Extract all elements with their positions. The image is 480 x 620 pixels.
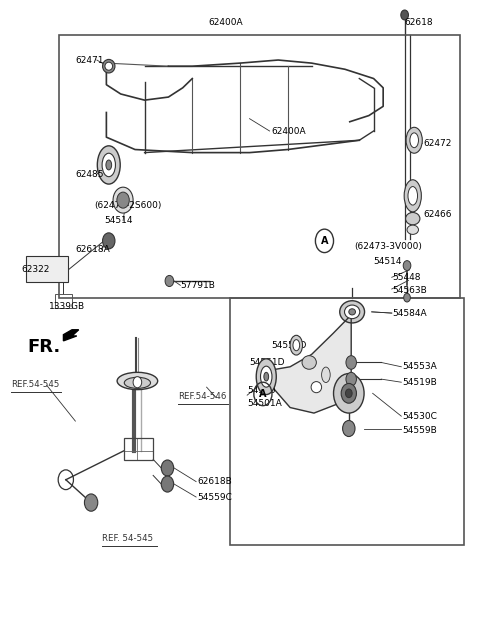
Text: 54514: 54514	[373, 257, 402, 266]
Text: 55448: 55448	[393, 273, 421, 281]
Ellipse shape	[105, 62, 113, 70]
Ellipse shape	[97, 146, 120, 184]
Text: 54559C: 54559C	[197, 492, 232, 502]
Ellipse shape	[408, 187, 418, 205]
Circle shape	[403, 260, 411, 270]
Text: REF.54-545: REF.54-545	[11, 379, 60, 389]
Ellipse shape	[133, 377, 142, 388]
Text: 62485: 62485	[75, 170, 104, 179]
Ellipse shape	[407, 225, 419, 234]
Text: A: A	[259, 389, 267, 399]
Circle shape	[346, 389, 352, 397]
Text: 57791B: 57791B	[180, 281, 215, 290]
Text: 54563B: 54563B	[393, 286, 428, 294]
Text: 62618B: 62618B	[197, 477, 232, 486]
Ellipse shape	[410, 133, 419, 148]
Text: (62473-2S600): (62473-2S600)	[95, 201, 162, 210]
Ellipse shape	[290, 335, 302, 355]
Text: 54551D: 54551D	[250, 358, 285, 367]
Polygon shape	[63, 330, 79, 341]
Ellipse shape	[124, 378, 151, 388]
Ellipse shape	[345, 305, 360, 319]
Text: 62618: 62618	[405, 19, 433, 27]
Text: 62466: 62466	[424, 210, 452, 219]
Ellipse shape	[113, 187, 133, 213]
FancyBboxPatch shape	[26, 256, 68, 282]
Ellipse shape	[261, 366, 272, 387]
Circle shape	[84, 494, 98, 512]
Ellipse shape	[302, 356, 316, 370]
Ellipse shape	[340, 301, 364, 323]
Text: 54552D: 54552D	[271, 341, 306, 350]
Text: 62400A: 62400A	[271, 126, 306, 136]
Text: 62471: 62471	[75, 56, 104, 64]
Ellipse shape	[406, 127, 422, 153]
Circle shape	[165, 275, 174, 286]
Text: 54584A: 54584A	[393, 309, 427, 317]
Circle shape	[401, 10, 408, 20]
Text: 62618A: 62618A	[75, 245, 110, 254]
Text: 54519B: 54519B	[402, 378, 437, 387]
Circle shape	[161, 476, 174, 492]
Ellipse shape	[117, 192, 129, 208]
Text: FR.: FR.	[28, 338, 61, 356]
Ellipse shape	[322, 367, 330, 383]
Text: 54501A: 54501A	[247, 399, 282, 409]
Polygon shape	[269, 315, 351, 413]
Text: REF.54-546: REF.54-546	[178, 392, 227, 401]
Ellipse shape	[404, 180, 421, 212]
Ellipse shape	[106, 160, 112, 170]
Circle shape	[341, 383, 357, 403]
Ellipse shape	[256, 359, 276, 394]
Text: 1339GB: 1339GB	[49, 303, 85, 311]
Text: 54559B: 54559B	[402, 426, 437, 435]
Ellipse shape	[103, 60, 115, 73]
Ellipse shape	[311, 381, 322, 392]
Text: 62400A: 62400A	[208, 19, 243, 27]
Text: 54500: 54500	[247, 386, 276, 395]
Text: A: A	[321, 236, 328, 246]
Text: 62322: 62322	[22, 265, 50, 275]
Circle shape	[103, 233, 115, 249]
Circle shape	[161, 460, 174, 476]
Ellipse shape	[102, 153, 116, 177]
Ellipse shape	[264, 373, 269, 381]
Ellipse shape	[117, 373, 157, 389]
Circle shape	[343, 420, 355, 436]
Text: 54530C: 54530C	[402, 412, 437, 420]
Text: 62472: 62472	[424, 139, 452, 148]
Ellipse shape	[293, 340, 300, 351]
Text: 54514: 54514	[104, 216, 132, 225]
Circle shape	[346, 373, 357, 386]
Ellipse shape	[349, 309, 356, 315]
Text: 54553A: 54553A	[402, 362, 437, 371]
Circle shape	[346, 356, 357, 370]
Text: REF. 54-545: REF. 54-545	[102, 534, 153, 543]
Ellipse shape	[406, 213, 420, 225]
Text: (62473-3V000): (62473-3V000)	[355, 242, 422, 251]
Circle shape	[404, 293, 410, 302]
Circle shape	[334, 374, 364, 413]
